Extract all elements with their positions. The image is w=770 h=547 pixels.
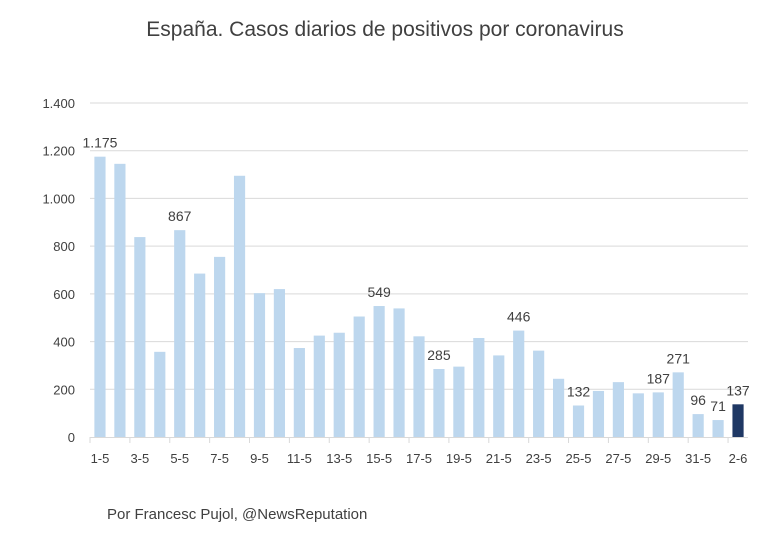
y-tick-label: 600 xyxy=(53,287,75,302)
bar xyxy=(313,335,325,437)
bar xyxy=(652,392,664,437)
bar xyxy=(533,350,545,437)
y-tick-label: 200 xyxy=(53,382,75,397)
x-tick-label: 23-5 xyxy=(526,451,552,466)
bar xyxy=(632,393,644,437)
x-tick-label: 17-5 xyxy=(406,451,432,466)
bar xyxy=(572,405,585,437)
x-tick-label: 29-5 xyxy=(645,451,671,466)
x-tick-label: 25-5 xyxy=(565,451,591,466)
chart-footer: Por Francesc Pujol, @NewsReputation xyxy=(107,506,368,523)
bar xyxy=(194,273,206,437)
bar xyxy=(114,163,126,438)
y-tick-label: 1.000 xyxy=(42,191,75,206)
bar xyxy=(513,330,525,437)
x-tick-label: 7-5 xyxy=(210,451,229,466)
bar xyxy=(552,378,565,437)
bar xyxy=(134,237,146,437)
bar xyxy=(473,337,485,437)
bar xyxy=(293,348,305,437)
bar xyxy=(373,306,385,437)
bar xyxy=(692,414,704,437)
x-tick-label: 31-5 xyxy=(685,451,711,466)
data-label: 96 xyxy=(690,392,706,408)
data-label: 549 xyxy=(367,284,391,300)
x-tick-label: 21-5 xyxy=(486,451,512,466)
data-label: 71 xyxy=(710,398,726,414)
data-label: 446 xyxy=(507,309,531,325)
bar xyxy=(353,316,365,437)
data-label: 187 xyxy=(647,370,671,386)
bar xyxy=(393,308,405,437)
data-label: 271 xyxy=(667,350,691,366)
data-label: 137 xyxy=(726,382,750,398)
bar xyxy=(154,351,166,437)
data-label: 285 xyxy=(427,347,451,363)
y-tick-label: 1.400 xyxy=(42,96,75,111)
data-label: 1.175 xyxy=(82,135,117,151)
bar xyxy=(214,256,226,437)
y-tick-label: 0 xyxy=(68,430,75,445)
x-tick-label: 11-5 xyxy=(287,451,312,466)
bar xyxy=(413,336,425,437)
bar xyxy=(453,366,465,437)
x-tick-label: 3-5 xyxy=(130,451,149,466)
x-tick-label: 5-5 xyxy=(170,451,189,466)
y-tick-label: 1.200 xyxy=(42,144,75,159)
bar xyxy=(333,332,345,437)
bar xyxy=(672,372,684,437)
bar xyxy=(273,289,286,437)
x-tick-label: 1-5 xyxy=(91,451,110,466)
bar xyxy=(174,230,186,437)
x-tick-label: 19-5 xyxy=(446,451,472,466)
data-label: 132 xyxy=(567,384,591,400)
bar xyxy=(94,156,106,437)
x-tick-label: 27-5 xyxy=(605,451,631,466)
bar xyxy=(712,420,724,437)
bar xyxy=(592,390,605,437)
x-tick-label: 13-5 xyxy=(326,451,352,466)
bar xyxy=(233,175,246,437)
data-label: 867 xyxy=(168,208,192,224)
x-tick-label: 9-5 xyxy=(250,451,269,466)
bar xyxy=(612,382,624,437)
y-tick-label: 800 xyxy=(53,239,75,254)
x-tick-label: 15-5 xyxy=(366,451,392,466)
x-tick-label: 2-6 xyxy=(729,451,748,466)
bar xyxy=(433,369,445,437)
bar xyxy=(493,355,505,437)
bar xyxy=(732,404,744,437)
bar xyxy=(253,293,266,437)
y-tick-label: 400 xyxy=(53,335,75,350)
chart-title: España. Casos diarios de positivos por c… xyxy=(146,18,624,41)
